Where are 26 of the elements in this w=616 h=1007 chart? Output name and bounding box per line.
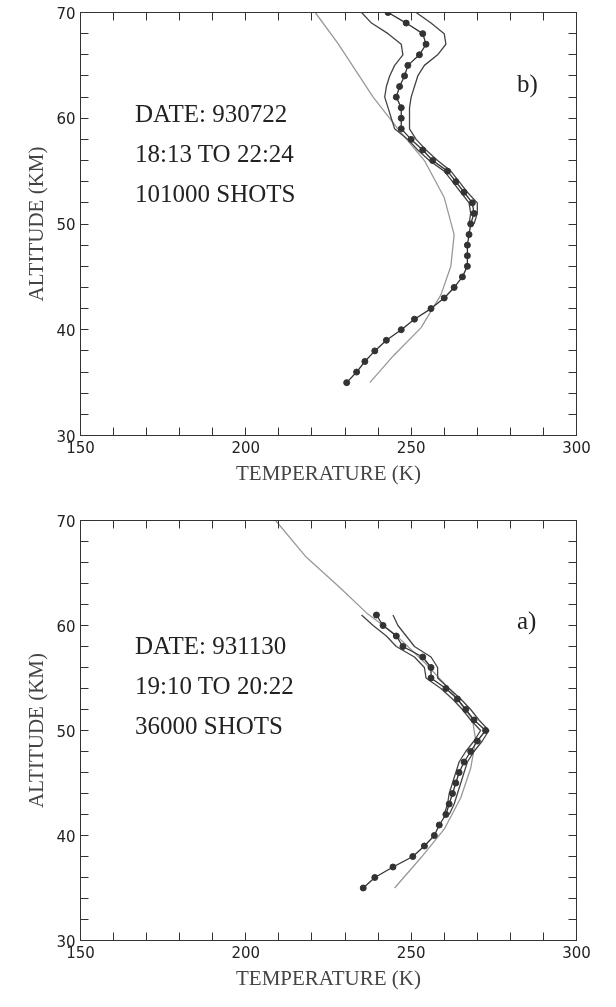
y-tick-label: 70 <box>56 512 76 531</box>
y-axis-title: ALTITUDE (KM) <box>24 653 49 808</box>
x-tick-label: 250 <box>396 943 426 962</box>
y-axis-title: ALTITUDE (KM) <box>24 146 49 302</box>
annotation: DATE: 930722 <box>135 99 288 127</box>
annotation: 101000 SHOTS <box>135 180 296 208</box>
annotation: b) <box>516 70 538 99</box>
annotation: 19:10 TO 20:22 <box>135 672 294 699</box>
y-tick-label: 60 <box>56 110 76 129</box>
annotation: DATE: 931130 <box>135 632 287 660</box>
x-tick-label: 300 <box>562 943 591 962</box>
annotation: a) <box>516 606 537 635</box>
y-tick-label: 40 <box>56 321 76 340</box>
x-tick-label: 200 <box>231 438 261 457</box>
x-tick-label: 300 <box>562 438 591 457</box>
x-tick-label: 200 <box>231 943 261 962</box>
y-tick-label: 70 <box>56 4 76 23</box>
x-tick-label: 250 <box>396 438 426 457</box>
x-axis-title: TEMPERATURE (K) <box>236 965 421 990</box>
y-tick-label: 50 <box>56 216 76 234</box>
y-tick-label: 60 <box>56 617 76 636</box>
y-tick-label: 40 <box>56 827 76 846</box>
annotation: 36000 SHOTS <box>135 711 283 739</box>
y-tick-label: 50 <box>56 722 76 741</box>
annotation: 18:13 TO 22:24 <box>135 139 295 167</box>
x-axis-title: TEMPERATURE (K) <box>236 460 421 485</box>
